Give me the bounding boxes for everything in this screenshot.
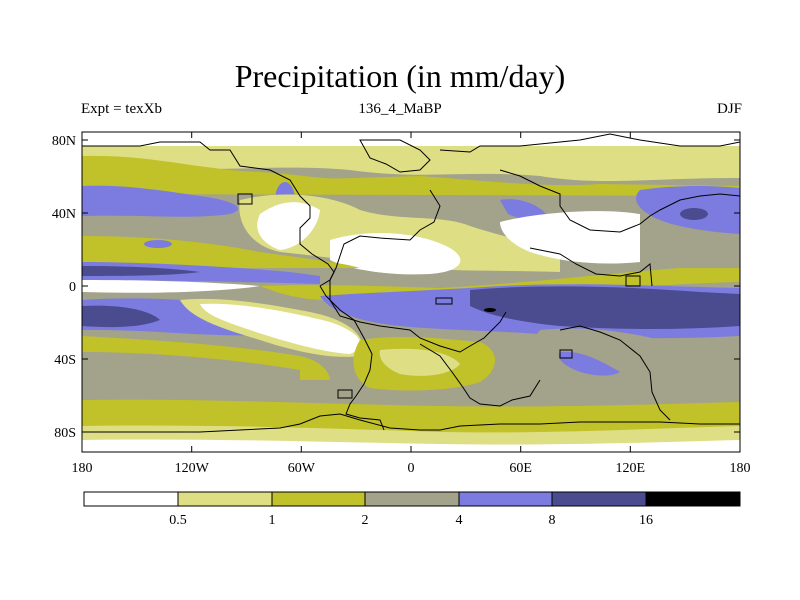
y-tick-label: 40S bbox=[54, 353, 76, 368]
x-tick-label: 180 bbox=[730, 461, 751, 476]
outline-island-2 bbox=[435, 297, 453, 305]
field-antarctic-dry bbox=[82, 439, 740, 452]
outline-europe-africa bbox=[329, 189, 507, 353]
colorbar-box-1-2 bbox=[271, 491, 366, 507]
field-north-pacific-blue bbox=[82, 185, 239, 217]
outline-north-america bbox=[82, 141, 335, 287]
x-tick-label: 120E bbox=[616, 461, 646, 476]
colorbar-label: 2 bbox=[362, 513, 369, 528]
field-arctic-dry bbox=[82, 132, 740, 146]
outline-asia-south bbox=[529, 247, 653, 287]
field-equator-dark-west bbox=[82, 266, 200, 276]
outline-island-3 bbox=[625, 275, 641, 287]
field-south-ocean-grey bbox=[82, 352, 300, 400]
colorbar-label: 0.5 bbox=[169, 513, 187, 528]
y-tick-label: 80S bbox=[54, 426, 76, 441]
outline-antarctica bbox=[82, 413, 740, 433]
outline-africa-south bbox=[419, 343, 541, 407]
colorbar-label: 1 bbox=[269, 513, 276, 528]
y-tick-label: 40N bbox=[52, 207, 76, 222]
field-equator-dry-west bbox=[82, 280, 260, 293]
colorbar-box-4-8 bbox=[458, 491, 553, 507]
period-label: 136_4_MaBP bbox=[358, 101, 442, 117]
x-tick-label: 0 bbox=[408, 461, 415, 476]
outline-asia bbox=[499, 169, 740, 233]
colorbar-label: 4 bbox=[456, 513, 463, 528]
field-south-tropics-dark bbox=[470, 286, 740, 329]
field-north-blue-small bbox=[144, 240, 172, 248]
field-madagascar-black bbox=[484, 308, 496, 312]
continent-outlines bbox=[82, 133, 740, 433]
colorbar-box-8-16 bbox=[551, 491, 647, 507]
field-australia-blue bbox=[558, 351, 620, 376]
outline-south-america bbox=[319, 285, 385, 431]
colorbar-box-lt-0-5 bbox=[83, 491, 179, 507]
field-north-green bbox=[82, 155, 740, 196]
field-sahara-dry bbox=[330, 233, 461, 275]
colorbar-box-gt-16 bbox=[645, 491, 741, 507]
outline-australia bbox=[559, 325, 671, 421]
field-north-dark-blob bbox=[680, 208, 708, 220]
field-north-asia-blue bbox=[500, 199, 546, 220]
field-north-yellow bbox=[82, 146, 740, 182]
map-title: Precipitation (in mm/day) bbox=[234, 58, 566, 94]
outline-island-4 bbox=[559, 349, 573, 359]
x-tick-label: 60W bbox=[288, 461, 316, 476]
x-tick-label: 180 bbox=[72, 461, 93, 476]
y-ticks bbox=[82, 139, 740, 433]
y-tick-label: 0 bbox=[69, 280, 76, 295]
experiment-label: Expt = texXb bbox=[81, 101, 162, 117]
x-ticks bbox=[81, 132, 741, 452]
x-tick-label: 120W bbox=[175, 461, 210, 476]
y-tick-label: 80N bbox=[52, 134, 76, 149]
colorbar-box-2-4 bbox=[364, 491, 460, 507]
colorbar-label: 8 bbox=[549, 513, 556, 528]
outline-island-1 bbox=[237, 193, 253, 205]
colorbar-label: 16 bbox=[639, 513, 653, 528]
map-field bbox=[82, 132, 740, 452]
outline-greenland bbox=[359, 139, 431, 173]
season-label: DJF bbox=[716, 101, 742, 117]
x-tick-label: 60E bbox=[509, 461, 532, 476]
field-namerica-dry bbox=[257, 202, 320, 250]
colorbar bbox=[83, 491, 741, 507]
colorbar-box-0-5-1 bbox=[177, 491, 273, 507]
outline-eurasia bbox=[439, 133, 740, 153]
field-south-dry bbox=[200, 303, 361, 354]
field-north-yellow-belt bbox=[239, 194, 560, 272]
field-south-pacific-dark bbox=[82, 305, 160, 328]
outline-island-5 bbox=[337, 389, 353, 399]
field-asia-dry bbox=[500, 211, 640, 264]
